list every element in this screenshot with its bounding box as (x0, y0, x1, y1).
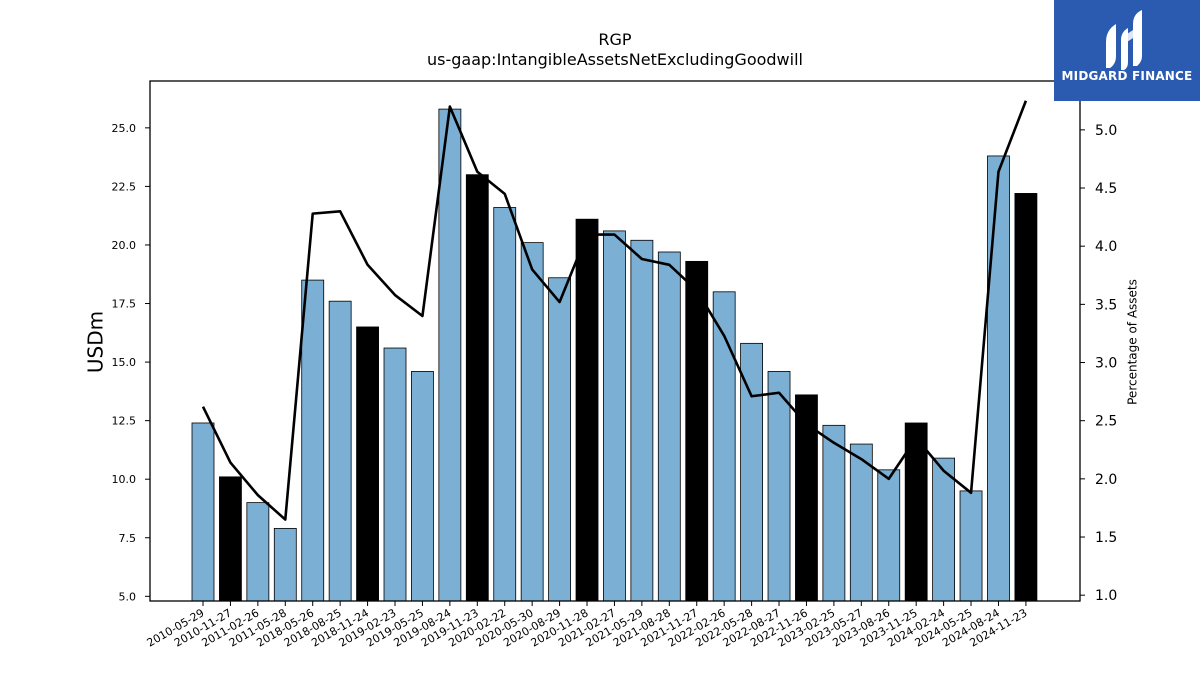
y-tick-label: 17.5 (112, 298, 137, 311)
y2-tick-label: 4.0 (1095, 239, 1117, 255)
y-tick-label: 25.0 (112, 122, 137, 135)
bar-2024-02-24 (932, 457, 956, 602)
bar-2010-05-29 (191, 422, 215, 602)
bar-2019-08-24 (438, 108, 462, 602)
chart-title: RGP (598, 30, 632, 49)
chart-subtitle: us-gaap:IntangibleAssetsNetExcludingGood… (427, 50, 803, 69)
bar-2018-08-25 (328, 300, 352, 602)
bar-2024-05-25 (959, 490, 983, 602)
plot-frame (149, 80, 1081, 602)
bar-2023-08-26 (877, 469, 901, 602)
y2-tick-label: 1.0 (1095, 588, 1117, 604)
y2-tick-label: 1.5 (1095, 530, 1117, 546)
y2-tick-label: 5.0 (1095, 123, 1117, 139)
bar-2021-08-28 (657, 251, 681, 602)
bar-2024-08-24 (987, 155, 1010, 602)
bar-2018-11-24 (356, 326, 379, 602)
y-tick-label: 22.5 (112, 180, 137, 193)
bar-2024-11-23 (1014, 193, 1038, 602)
bar-2023-05-27 (849, 443, 873, 602)
y-tick-label: 20.0 (112, 239, 137, 252)
y2-tick-label: 3.0 (1095, 356, 1117, 372)
midgard-logo-icon (1106, 10, 1142, 70)
chart-title-block: RGP us-gaap:IntangibleAssetsNetExcluding… (150, 30, 1080, 70)
axes (149, 80, 1081, 602)
y-axis-label: USDm (84, 311, 108, 373)
bar-2019-11-23 (465, 174, 489, 602)
bar-2011-05-28 (273, 527, 297, 602)
bar-2020-11-28 (575, 218, 599, 602)
bar-2023-02-25 (822, 424, 846, 602)
bar-2021-11-27 (685, 260, 709, 602)
bar-2019-05-25 (411, 371, 434, 602)
bar-2021-05-29 (630, 239, 654, 602)
y-tick-label: 5.0 (119, 590, 137, 603)
bar-2020-02-22 (493, 207, 517, 602)
y2-axis-label: Percentage of Assets (1126, 279, 1140, 405)
percentage-line (201, 100, 1028, 521)
bar-2021-02-27 (603, 230, 626, 602)
y-tick-label: 12.5 (112, 415, 137, 428)
percentage-line-series (201, 100, 1028, 521)
y-tick-label: 15.0 (112, 356, 137, 369)
brand-logo-text: MIDGARD FINANCE (1061, 69, 1193, 83)
y2-tick-label: 2.0 (1095, 472, 1117, 488)
y-tick-label: 7.5 (119, 532, 137, 545)
brand-logo: MIDGARD FINANCE (1054, 0, 1200, 101)
bar-2022-08-27 (767, 371, 791, 602)
y2-tick-label: 3.5 (1095, 297, 1117, 313)
bar-2020-05-30 (520, 242, 544, 602)
bar-2019-02-23 (383, 347, 407, 602)
bar-2022-11-26 (795, 394, 818, 602)
bar-2020-08-29 (548, 277, 571, 602)
y2-tick-label: 2.5 (1095, 414, 1117, 430)
bar-2010-11-27 (219, 476, 242, 602)
y-tick-label: 10.0 (112, 473, 137, 486)
y2-tick-label: 4.5 (1095, 181, 1117, 197)
bar-2018-05-26 (301, 279, 325, 602)
bar-2011-02-26 (246, 502, 270, 602)
bar-series (191, 108, 1038, 602)
